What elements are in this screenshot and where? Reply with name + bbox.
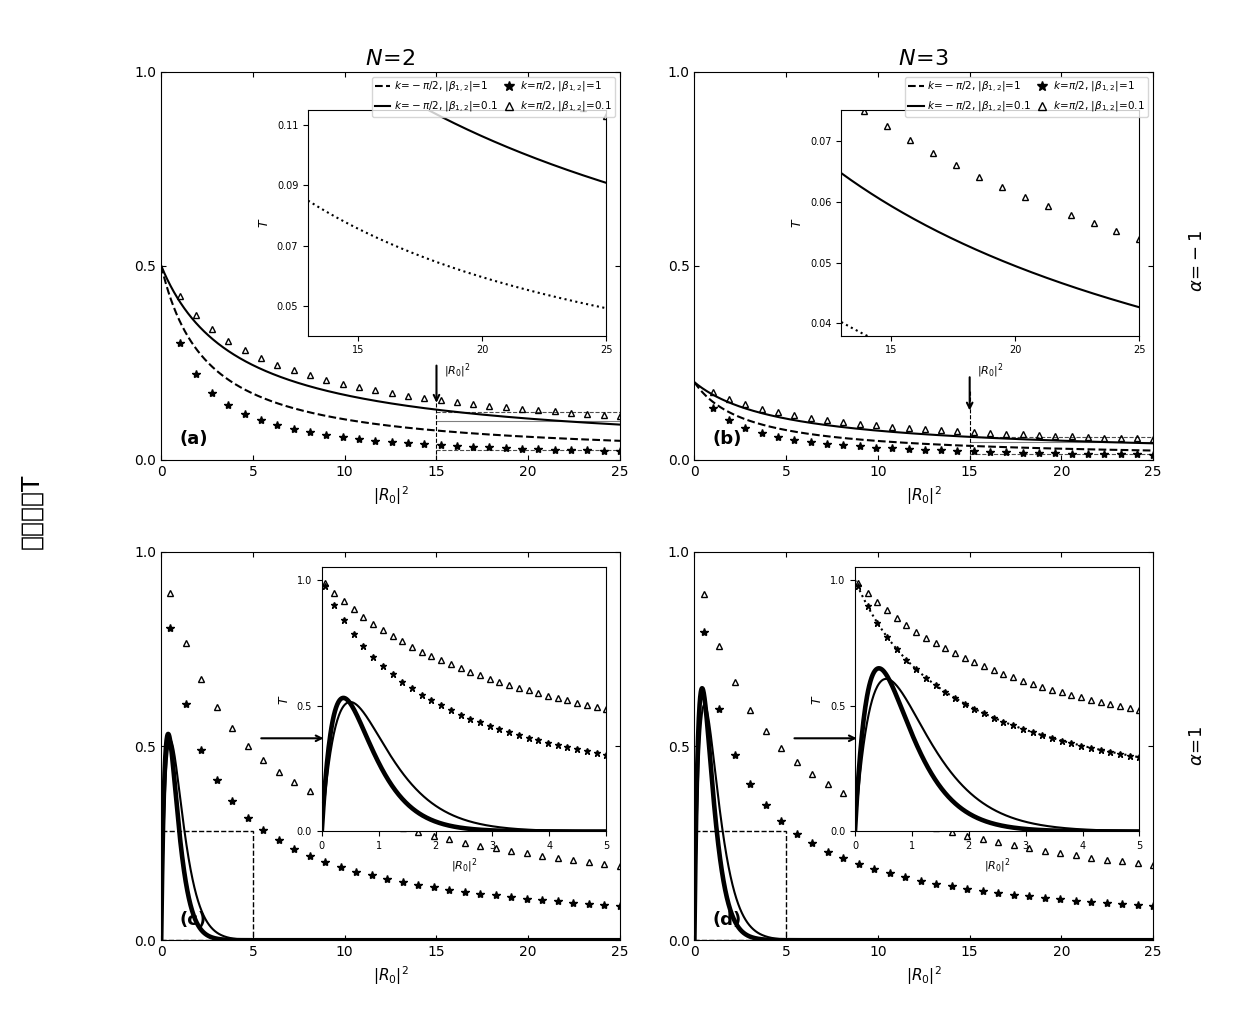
X-axis label: $|R_0|^2$: $|R_0|^2$	[906, 484, 941, 507]
Bar	[161, 832, 253, 940]
X-axis label: $|R_0|^2$: $|R_0|^2$	[373, 484, 408, 507]
Title: $N\!=\!2$: $N\!=\!2$	[366, 49, 415, 68]
Text: $\alpha\!=\!-1$: $\alpha\!=\!-1$	[1188, 230, 1205, 291]
X-axis label: $|R_0|^2$: $|R_0|^2$	[373, 965, 408, 987]
Text: (b): (b)	[713, 430, 742, 449]
Bar	[694, 832, 786, 940]
Text: $\alpha\!=\!1$: $\alpha\!=\!1$	[1188, 726, 1205, 766]
Text: 透过率，T: 透过率，T	[19, 473, 43, 549]
Legend: $k\!=\!-\pi/2$, $|\beta_{1,2}|\!=\!1$, $k\!=\!-\pi/2$, $|\beta_{1,2}|\!=\!0.1$, : $k\!=\!-\pi/2$, $|\beta_{1,2}|\!=\!1$, $…	[372, 77, 615, 118]
X-axis label: $|R_0|^2$: $|R_0|^2$	[906, 965, 941, 987]
Title: $N\!=\!3$: $N\!=\!3$	[898, 49, 950, 68]
Text: (c): (c)	[180, 911, 207, 929]
Text: (d): (d)	[713, 911, 742, 929]
Legend: $k\!=\!-\pi/2$, $|\beta_{1,2}|\!=\!1$, $k\!=\!-\pi/2$, $|\beta_{1,2}|\!=\!0.1$, : $k\!=\!-\pi/2$, $|\beta_{1,2}|\!=\!1$, $…	[905, 77, 1148, 118]
Text: (a): (a)	[180, 430, 208, 449]
